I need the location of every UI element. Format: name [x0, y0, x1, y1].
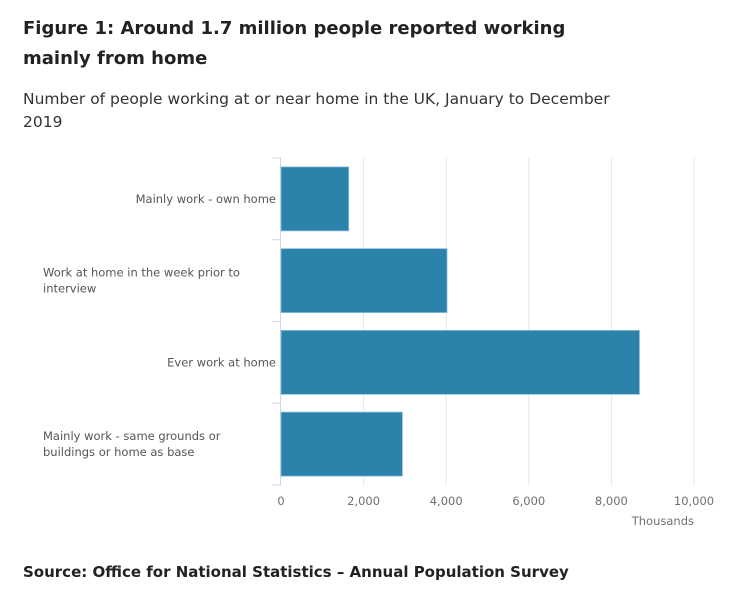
bar — [280, 248, 448, 314]
x-tick-label: 4,000 — [430, 494, 463, 508]
category-label: Mainly work - same grounds or — [43, 429, 221, 443]
x-tick-label: 2,000 — [347, 494, 380, 508]
bar — [280, 329, 640, 395]
bar — [280, 166, 350, 232]
bar-chart: 0 2,000 4,000 6,000 8,000 10,000 Mainly work -… — [43, 157, 714, 528]
category-label: buildings or home as base — [43, 445, 195, 459]
x-tick-label: 8,000 — [595, 494, 628, 508]
x-axis-label: Thousands — [631, 514, 694, 528]
category-label: Work at home in the week prior to — [43, 266, 240, 280]
source-note: Source: Office for National Statistics –… — [23, 563, 569, 581]
x-tick-label: 6,000 — [512, 494, 545, 508]
category-label: Mainly work - own home — [136, 192, 276, 206]
x-tick-label: 0 — [277, 494, 284, 508]
category-label: interview — [43, 282, 96, 296]
x-tick-label: 10,000 — [674, 494, 714, 508]
category-label: Ever work at home — [167, 355, 276, 369]
chart-subtitle: Number of people working at or near home… — [23, 90, 610, 131]
bar — [280, 411, 403, 477]
chart-title: Figure 1: Around 1.7 million people repo… — [23, 18, 566, 69]
